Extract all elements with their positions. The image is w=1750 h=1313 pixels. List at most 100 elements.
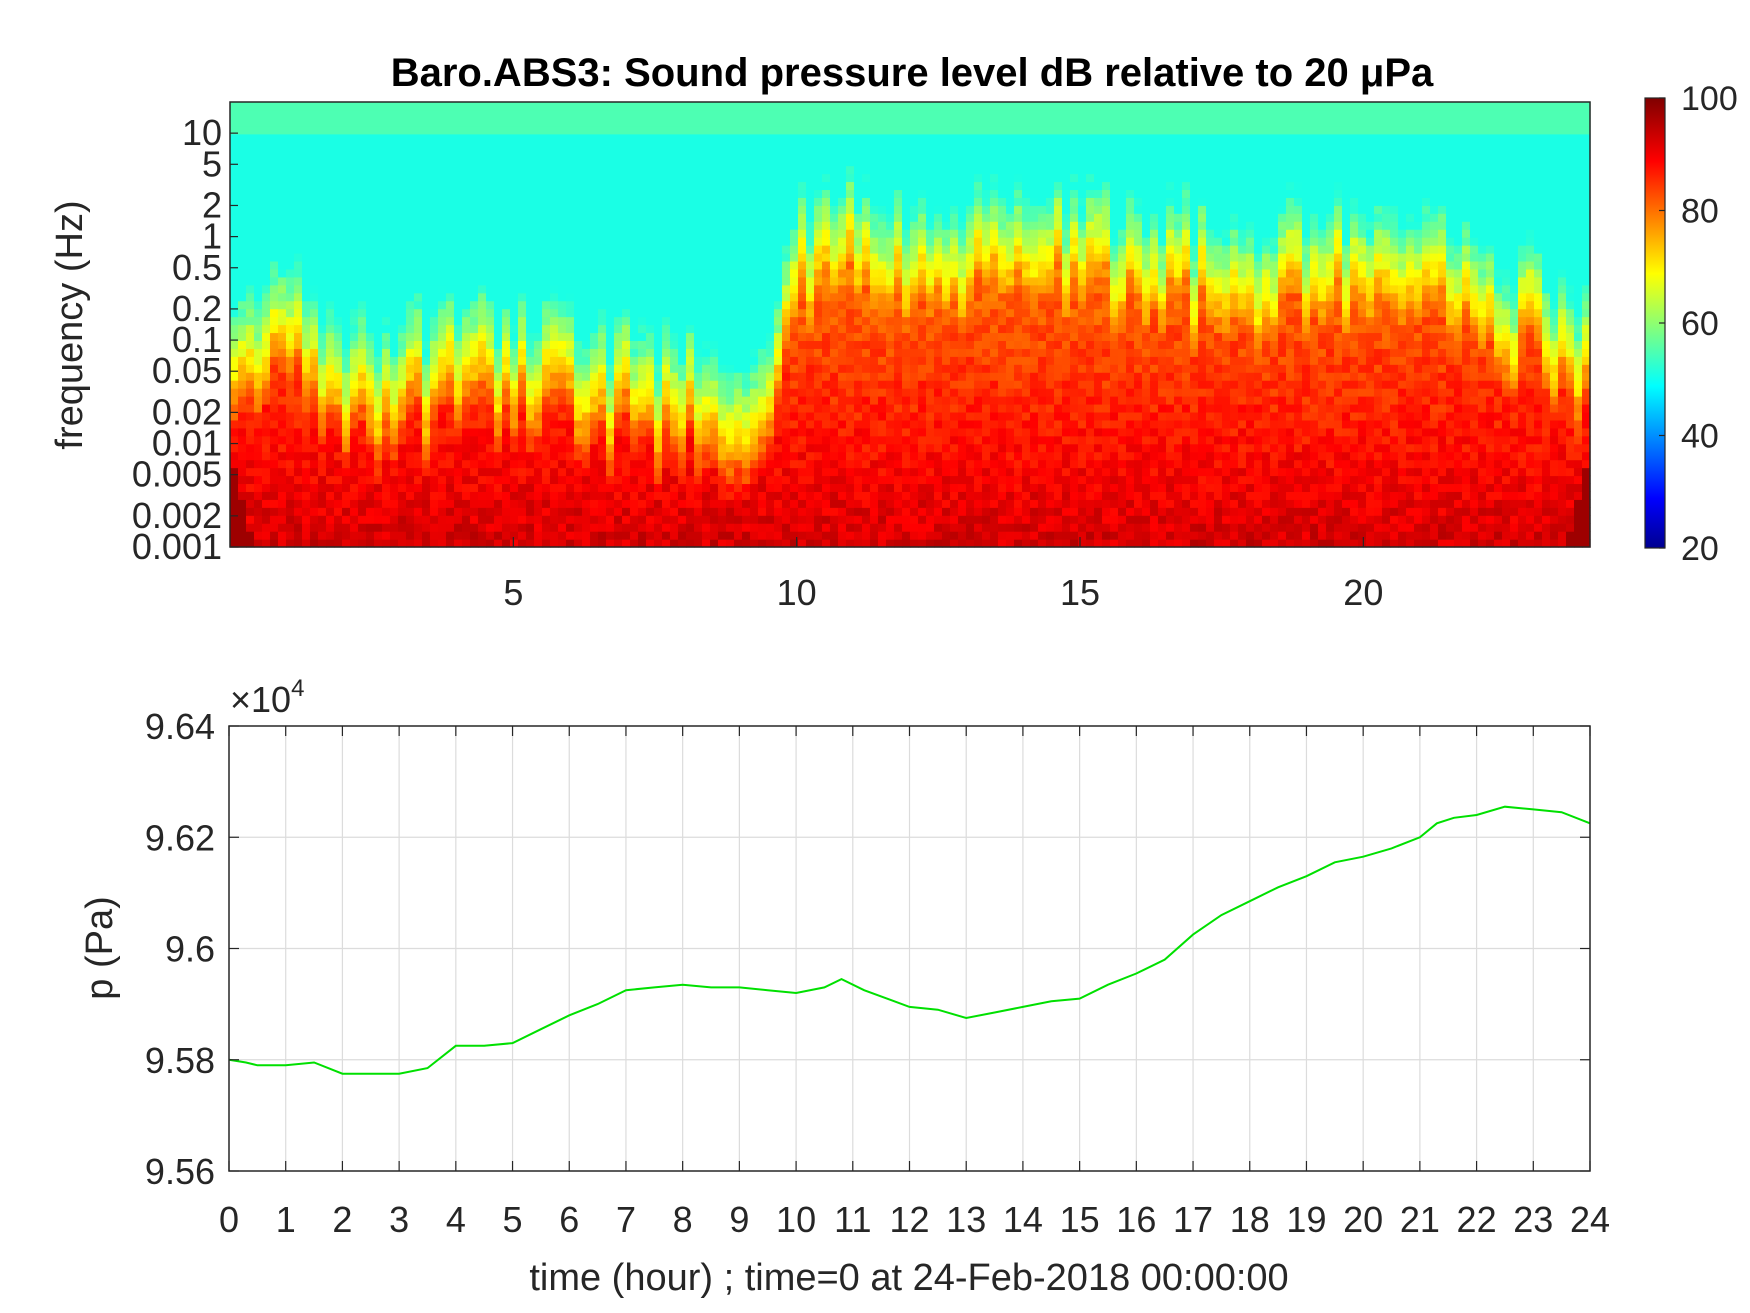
spectrogram-cell <box>326 133 335 143</box>
spectrogram-cell <box>334 443 343 453</box>
spectrogram-cell <box>438 403 447 413</box>
spectrogram-cell <box>726 284 735 294</box>
spectrogram-cell <box>382 181 391 191</box>
spectrogram-cell <box>854 459 863 469</box>
spectrogram-cell <box>534 483 543 492</box>
spectrogram-cell <box>494 435 503 445</box>
spectrogram-cell <box>382 165 391 175</box>
spectrogram-cell <box>486 260 495 270</box>
spectrogram-cell <box>574 316 583 326</box>
spectrogram-cell <box>374 181 383 191</box>
spectrogram-cell <box>254 507 263 516</box>
spectrogram-cell <box>854 109 863 119</box>
spectrogram-cell <box>598 499 607 508</box>
spectrogram-cell <box>374 539 383 548</box>
spectrogram-cell <box>510 133 519 143</box>
spectrogram-cell <box>774 117 783 127</box>
spectrogram-cell <box>934 499 943 508</box>
spectrogram-cell <box>494 213 503 222</box>
spectrogram-cell <box>342 388 351 397</box>
spectrogram-cell <box>606 411 615 421</box>
spectrogram-cell <box>230 411 239 421</box>
spectrogram-cell <box>654 475 663 485</box>
spectrogram-cell <box>270 181 279 191</box>
spectrogram-cell <box>782 260 791 270</box>
spectrogram-cell <box>446 396 455 405</box>
spectrogram-cell <box>822 364 831 373</box>
spectrogram-cell <box>462 396 471 405</box>
spectrogram-cell <box>422 531 431 540</box>
spectrogram-cell <box>710 356 719 365</box>
spectrogram-cell <box>870 300 879 310</box>
spectrogram-cell <box>902 523 911 532</box>
spectrogram-cell <box>726 173 735 183</box>
spectrogram-cell <box>390 316 399 326</box>
spectrogram-cell <box>526 499 535 508</box>
spectrogram-cell <box>574 356 583 365</box>
spectrogram-cell <box>598 340 607 349</box>
spectrogram-cell <box>782 284 791 294</box>
spectrogram-cell <box>310 515 319 524</box>
spectrogram-cell <box>574 348 583 357</box>
spectrogram-cell <box>318 292 327 302</box>
spectrogram-cell <box>934 515 943 524</box>
spectrogram-cell <box>414 364 423 373</box>
spectrogram-cell <box>358 403 367 413</box>
spectrogram-cell <box>334 491 343 500</box>
spectrogram-cell <box>798 102 807 111</box>
spectrogram-cell <box>702 340 711 349</box>
spectrogram-cell <box>822 141 831 151</box>
spectrogram-cell <box>750 427 759 437</box>
spectrogram-cell <box>254 364 263 373</box>
spectrogram-cell <box>622 332 631 341</box>
spectrogram-cell <box>598 276 607 286</box>
spectrogram-cell <box>646 539 655 548</box>
spectrogram-cell <box>326 340 335 349</box>
spectrogram-cell <box>526 443 535 453</box>
spectrogram-cell <box>878 324 887 334</box>
spectrogram-cell <box>662 125 671 135</box>
spectrogram-cell <box>390 245 399 254</box>
spectrogram-cell <box>902 475 911 485</box>
spectrogram-cell <box>822 332 831 341</box>
spectrogram-cell <box>926 117 935 127</box>
spectrogram-cell <box>390 252 399 262</box>
spectrogram-cell <box>238 403 247 413</box>
spectrogram-cell <box>902 276 911 286</box>
spectrogram-cell <box>726 396 735 405</box>
spectrogram-cell <box>326 427 335 437</box>
spectrogram-cell <box>654 205 663 214</box>
spectrogram-cell <box>854 467 863 477</box>
spectrogram-cell <box>606 284 615 294</box>
spectrogram-cell <box>422 388 431 397</box>
spectrogram-cell <box>334 245 343 254</box>
spectrogram-cell <box>878 260 887 270</box>
spectrogram-cell <box>486 268 495 278</box>
spectrogram-cell <box>342 483 351 492</box>
spectrogram-cell <box>814 300 823 310</box>
spectrogram-cell <box>454 467 463 477</box>
spectrogram-cell <box>870 491 879 500</box>
spectrogram-cell <box>654 483 663 492</box>
spectrogram-cell <box>518 332 527 341</box>
spectrogram-cell <box>598 292 607 302</box>
spectrogram-cell <box>670 173 679 183</box>
spectrogram-cell <box>406 157 415 167</box>
spectrogram-cell <box>558 260 567 270</box>
spectrogram-cell <box>782 308 791 318</box>
spectrogram-cell <box>286 197 295 206</box>
spectrogram-cell <box>886 467 895 477</box>
spectrogram-cell <box>246 102 255 111</box>
spectrogram-cell <box>694 276 703 286</box>
spectrogram-cell <box>334 213 343 222</box>
spectrogram-cell <box>846 539 855 548</box>
spectrogram-cell <box>582 459 591 469</box>
spectrogram-cell <box>454 189 463 198</box>
spectrogram-cell <box>622 125 631 135</box>
spectrogram-cell <box>390 364 399 373</box>
spectrogram-cell <box>414 308 423 318</box>
spectrogram-cell <box>718 515 727 524</box>
spectrogram-cell <box>518 237 527 246</box>
spectrogram-cell <box>822 419 831 429</box>
spectrogram-cell <box>246 268 255 278</box>
